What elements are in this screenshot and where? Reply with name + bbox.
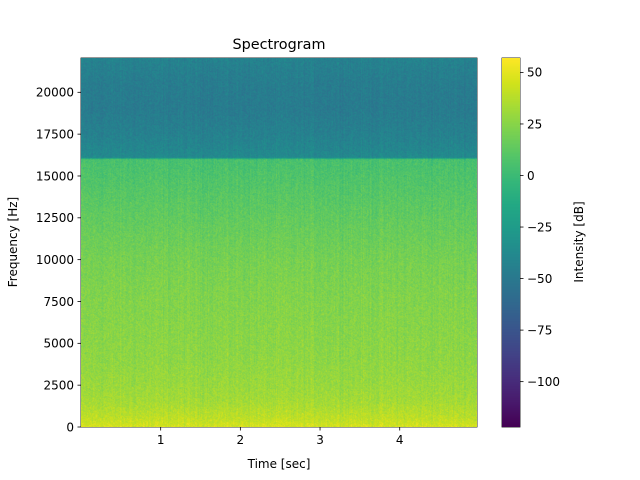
y-tick-label: 7500 [43,295,74,309]
colorbar-tick-label: 50 [527,66,542,80]
colorbar-tick-label: 25 [527,117,542,131]
spectrogram-image [81,58,477,427]
y-axis-label: Frequency [Hz] [6,197,20,288]
colorbar-tick-label: 0 [527,169,535,183]
y-tick-label: 2500 [43,378,74,392]
y-tick-label: 10000 [36,253,74,267]
colorbar-tick-label: −100 [527,375,560,389]
y-axis: 0 2500 5000 7500 10000 12500 15000 17500 20000 F… [6,86,81,434]
y-tick-label: 0 [66,420,74,434]
colorbar-axis: 50 25 0 −25 −50 −75 −100 Intensity [dB] [501,57,586,428]
y-tick-label: 17500 [36,127,74,141]
y-tick-label: 12500 [36,211,74,225]
x-tick-label: 3 [316,433,324,447]
x-axis-label: Time [sec] [247,457,311,471]
x-tick-label: 1 [157,433,165,447]
chart-title: Spectrogram [233,37,326,53]
y-tick-label: 20000 [36,86,74,100]
colorbar-label: Intensity [dB] [572,201,586,282]
x-axis: 1 2 3 4 Time [sec] [157,427,404,471]
colorbar-tick-label: −75 [527,323,552,337]
colorbar-tick-label: −50 [527,272,552,286]
y-tick-label: 5000 [43,337,74,351]
x-tick-label: 4 [396,433,404,447]
x-tick-label: 2 [237,433,245,447]
y-tick-label: 15000 [36,169,74,183]
colorbar-gradient [502,58,520,427]
colorbar-tick-label: −25 [527,220,552,234]
